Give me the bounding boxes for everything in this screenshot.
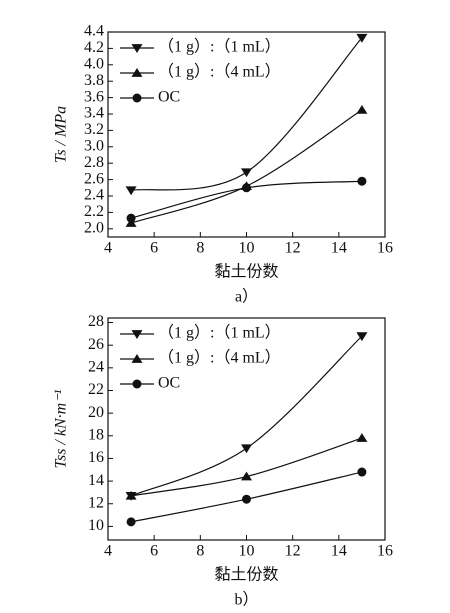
marker xyxy=(241,471,252,481)
y-tick-label: 3.2 xyxy=(84,121,104,138)
y-tick-label: 2.6 xyxy=(84,170,104,187)
y-axis-title: Tss / kN·m⁻¹ xyxy=(53,389,70,468)
caption: b） xyxy=(234,591,258,609)
marker xyxy=(356,104,368,114)
y-tick-label: 3.4 xyxy=(84,105,104,122)
y-tick-label: 4.0 xyxy=(84,55,104,72)
x-tick-label: 12 xyxy=(285,543,301,560)
marker xyxy=(356,33,368,43)
y-tick-label: 22 xyxy=(88,381,104,398)
y-tick-label: 3.6 xyxy=(84,88,104,105)
marker xyxy=(242,494,251,504)
legend-label: （1 g）:（4 mL） xyxy=(158,63,281,81)
y-tick-label: 10 xyxy=(88,517,104,534)
x-tick-label: 16 xyxy=(377,240,393,257)
x-axis-title: 黏土份数 xyxy=(214,263,278,281)
x-tick-label: 4 xyxy=(104,543,112,560)
marker xyxy=(125,186,137,196)
marker xyxy=(132,93,142,103)
legend-label: OC xyxy=(158,89,180,106)
x-tick-label: 6 xyxy=(150,240,158,257)
marker xyxy=(356,332,368,342)
y-tick-label: 16 xyxy=(88,449,104,466)
marker xyxy=(126,213,136,223)
x-tick-label: 14 xyxy=(331,240,347,257)
x-tick-label: 6 xyxy=(150,543,158,560)
marker xyxy=(125,490,137,500)
marker xyxy=(131,330,143,339)
marker xyxy=(357,467,367,477)
marker xyxy=(126,517,136,527)
y-tick-label: 4.4 xyxy=(84,23,104,40)
y-tick-label: 20 xyxy=(88,404,104,421)
series-line xyxy=(130,109,363,224)
marker xyxy=(132,379,142,389)
y-tick-label: 24 xyxy=(88,359,104,376)
x-tick-label: 8 xyxy=(196,240,204,257)
marker xyxy=(131,68,143,77)
y-axis-title: Ts / MPa xyxy=(53,106,70,163)
x-tick-label: 10 xyxy=(239,240,255,257)
y-tick-label: 2.8 xyxy=(84,154,104,171)
marker xyxy=(241,168,252,178)
marker xyxy=(131,354,143,363)
legend-label: （1 g）:（4 mL） xyxy=(158,349,281,367)
y-tick-label: 3.8 xyxy=(84,72,104,89)
marker xyxy=(357,176,367,186)
marker xyxy=(131,44,143,53)
x-tick-label: 4 xyxy=(104,240,112,257)
y-tick-label: 18 xyxy=(88,426,104,443)
y-tick-label: 2.4 xyxy=(84,187,104,204)
legend-label: （1 g）:（1 mL） xyxy=(158,38,281,56)
x-tick-label: 12 xyxy=(285,240,301,257)
marker xyxy=(242,183,251,193)
y-tick-label: 14 xyxy=(88,472,104,489)
y-tick-label: 12 xyxy=(88,494,104,511)
marker xyxy=(356,433,368,442)
x-tick-label: 8 xyxy=(196,543,204,560)
x-tick-label: 14 xyxy=(331,543,347,560)
marker xyxy=(241,444,252,454)
legend-label: OC xyxy=(158,375,180,392)
caption: a） xyxy=(235,288,258,306)
x-axis-title: 黏土份数 xyxy=(214,566,278,584)
y-tick-label: 3.0 xyxy=(84,137,104,154)
legend-label: （1 g）:（1 mL） xyxy=(158,324,281,342)
series-line xyxy=(130,37,363,191)
x-tick-label: 16 xyxy=(377,543,393,560)
y-tick-label: 2.0 xyxy=(84,219,104,236)
y-tick-label: 4.2 xyxy=(84,39,104,56)
y-tick-label: 28 xyxy=(88,313,104,330)
x-tick-label: 10 xyxy=(239,543,255,560)
y-tick-label: 26 xyxy=(88,336,104,353)
y-tick-label: 2.2 xyxy=(84,203,104,220)
